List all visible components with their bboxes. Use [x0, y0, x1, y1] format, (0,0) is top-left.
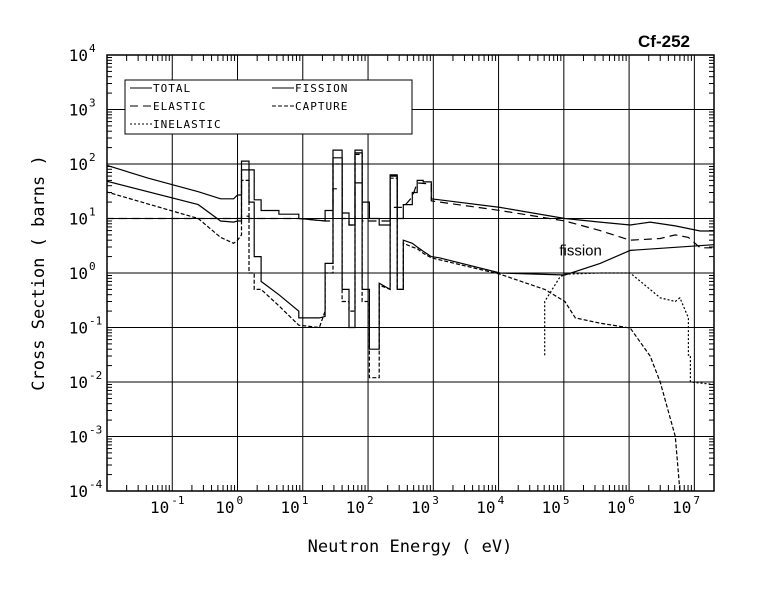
minor-ticks — [107, 55, 715, 491]
y-tick-label: 10 — [69, 46, 88, 65]
plot-frame — [106, 54, 715, 492]
y-tick-label: 10 — [69, 210, 88, 229]
y-tick-label: 10 — [69, 373, 88, 392]
x-tick-label: 10 — [542, 498, 561, 517]
series-fission — [107, 152, 714, 350]
fission-annotation: fission — [559, 242, 602, 259]
chart-title: Cf-252 — [638, 32, 690, 51]
legend-label-inelastic: INELASTIC — [153, 118, 222, 131]
legend: TOTAL ELASTIC INELASTIC FISSION CAPTURE — [124, 79, 413, 135]
y-tick-exponent: 3 — [89, 97, 96, 110]
series-total — [107, 149, 714, 232]
x-tick-label: 10 — [346, 498, 365, 517]
y-axis-label: Cross Section ( barns ) — [29, 155, 49, 390]
series-capture — [107, 153, 681, 491]
x-tick-label: 10 — [215, 498, 234, 517]
x-tick-exponent: -1 — [171, 494, 184, 507]
y-tick-exponent: 1 — [89, 206, 96, 219]
y-tick-exponent: -4 — [89, 478, 103, 491]
x-tick-exponent: 4 — [498, 494, 505, 507]
x-tick-labels: 10 -1 10 0 10 1 10 2 10 3 10 4 10 5 10 6 10 7 — [150, 494, 700, 517]
legend-label-capture: CAPTURE — [295, 100, 348, 113]
y-tick-exponent: 2 — [89, 151, 96, 164]
x-tick-label: 10 — [607, 498, 626, 517]
series-group — [107, 149, 714, 491]
x-tick-exponent: 6 — [628, 494, 635, 507]
x-tick-exponent: 5 — [563, 494, 570, 507]
x-tick-exponent: 1 — [302, 494, 309, 507]
x-tick-label: 10 — [476, 498, 495, 517]
legend-label-fission: FISSION — [295, 82, 348, 95]
y-tick-label: 10 — [69, 428, 88, 447]
x-axis-label: Neutron Energy ( eV) — [308, 537, 513, 557]
y-tick-label: 10 — [69, 101, 88, 120]
y-tick-label: 10 — [69, 264, 88, 283]
legend-label-total: TOTAL — [153, 82, 191, 95]
y-tick-label: 10 — [69, 155, 88, 174]
x-tick-exponent: 3 — [432, 494, 439, 507]
x-tick-exponent: 0 — [237, 494, 244, 507]
y-tick-label: 10 — [69, 319, 88, 338]
y-tick-exponent: 0 — [89, 260, 96, 273]
y-tick-exponent: -1 — [89, 315, 102, 328]
y-tick-label: 10 — [69, 482, 88, 501]
x-tick-label: 10 — [411, 498, 430, 517]
x-tick-label: 10 — [281, 498, 300, 517]
x-tick-label: 10 — [672, 498, 691, 517]
series-inelastic — [544, 272, 714, 386]
x-tick-exponent: 2 — [367, 494, 374, 507]
legend-label-elastic: ELASTIC — [153, 100, 206, 113]
series-elastic — [107, 182, 714, 249]
y-tick-exponent: -2 — [89, 369, 102, 382]
x-tick-exponent: 7 — [693, 494, 700, 507]
y-tick-exponent: -3 — [89, 424, 102, 437]
y-tick-exponent: 4 — [89, 42, 96, 55]
x-tick-label: 10 — [150, 498, 169, 517]
